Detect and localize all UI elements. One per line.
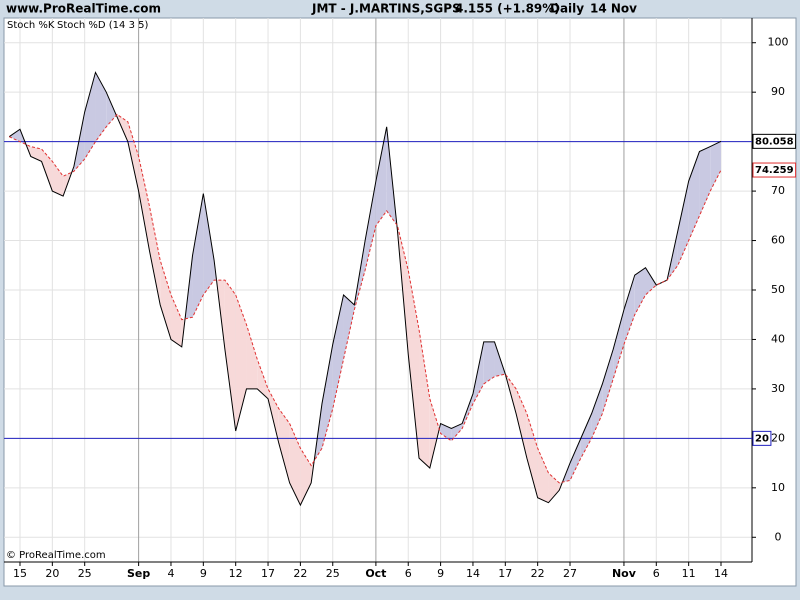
- date: 14 Nov: [590, 2, 637, 16]
- fill-band: [483, 341, 495, 384]
- fill-band: [278, 408, 290, 483]
- last-value-label-box: [752, 162, 797, 178]
- x-tick-label: 9: [437, 567, 444, 580]
- price: 4.155 (+1.89%): [455, 2, 560, 16]
- fill-band: [677, 181, 689, 266]
- x-tick-label: 14: [714, 567, 728, 580]
- fill-band: [602, 349, 614, 414]
- fill-band: [138, 156, 150, 251]
- fill-band: [613, 309, 624, 380]
- fill-band: [440, 423, 452, 441]
- fill-band: [289, 423, 301, 506]
- x-tick-label: 25: [78, 567, 92, 580]
- fill-band: [375, 126, 387, 226]
- x-tick-label: 12: [229, 567, 243, 580]
- x-tick-label: 22: [293, 567, 307, 580]
- fill-band: [95, 72, 107, 142]
- fill-band: [41, 149, 53, 192]
- fill-band: [699, 146, 711, 216]
- period: Daily: [550, 2, 584, 16]
- x-tick-label: Oct: [365, 567, 386, 580]
- fill-band: [321, 344, 333, 449]
- fill-band: [170, 294, 182, 347]
- fill-band: [127, 121, 139, 192]
- x-tick-label: 17: [261, 567, 275, 580]
- fill-band: [570, 438, 581, 481]
- y-tick-label: 20: [771, 431, 785, 444]
- series-line: [8, 113, 722, 484]
- fill-band: [106, 92, 117, 127]
- fill-band: [365, 181, 376, 271]
- level-label: 20: [755, 433, 769, 444]
- last-value-label: 74.259: [755, 165, 794, 176]
- y-tick-label: 70: [771, 184, 785, 197]
- x-tick-label: 11: [682, 567, 696, 580]
- y-tick-label: 0: [775, 530, 782, 543]
- fill-band: [645, 267, 657, 295]
- fill-band: [149, 205, 161, 305]
- fill-band: [580, 413, 592, 459]
- fill-band: [300, 448, 312, 506]
- site-name: www.ProRealTime.com: [6, 2, 161, 16]
- legend-label: Stoch %D (14 3 5): [57, 20, 148, 31]
- fill-band: [516, 388, 527, 459]
- fill-band: [268, 388, 279, 444]
- fill-band: [160, 260, 171, 340]
- last-value-label-box: [752, 133, 797, 149]
- legend-label: Stoch %K: [7, 20, 55, 31]
- y-tick-label: 30: [771, 382, 785, 395]
- x-tick-label: 9: [200, 567, 207, 580]
- fill-band: [591, 383, 603, 439]
- x-tick-label: 15: [13, 567, 27, 580]
- fill-band: [688, 151, 700, 241]
- fill-band: [332, 294, 344, 409]
- x-tick-label: 6: [405, 567, 412, 580]
- y-tick-label: 50: [771, 283, 785, 296]
- x-tick-label: 27: [563, 567, 577, 580]
- x-tick-label: 20: [45, 567, 59, 580]
- fill-band: [9, 129, 20, 142]
- fill-band: [526, 413, 538, 498]
- fill-band: [203, 193, 215, 295]
- x-tick-label: Sep: [127, 567, 150, 580]
- last-value-label: 80.058: [755, 136, 794, 147]
- x-tick-label: 17: [498, 567, 512, 580]
- fill-band: [634, 267, 646, 315]
- fill-band: [343, 294, 355, 360]
- y-tick-label: 100: [768, 36, 789, 49]
- fill-band: [235, 294, 247, 431]
- copyright: © ProRealTime.com: [6, 550, 106, 561]
- fill-band: [537, 448, 549, 503]
- y-tick-label: 10: [771, 481, 785, 494]
- series-line: [8, 71, 722, 507]
- level-label-box: [752, 430, 772, 446]
- chart-title: JMT - J.MARTINS,SGPS: [311, 2, 461, 16]
- fill-band: [710, 141, 722, 192]
- fill-band: [429, 398, 440, 469]
- fill-band: [257, 359, 269, 399]
- fill-band: [548, 472, 560, 503]
- fill-band: [192, 193, 204, 318]
- fill-band: [246, 324, 258, 389]
- fill-band: [84, 72, 96, 159]
- y-tick-label: 90: [771, 85, 785, 98]
- fill-band: [419, 329, 430, 469]
- x-tick-label: Nov: [612, 567, 637, 580]
- x-tick-label: 4: [167, 567, 174, 580]
- fill-band: [224, 280, 236, 431]
- x-tick-label: 6: [653, 567, 660, 580]
- x-tick-label: 14: [466, 567, 480, 580]
- fill-band: [451, 423, 463, 441]
- x-tick-label: 25: [326, 567, 340, 580]
- fill-band: [623, 275, 635, 345]
- x-tick-label: 22: [531, 567, 545, 580]
- y-tick-label: 60: [771, 234, 785, 247]
- fill-band: [52, 161, 64, 197]
- panel: [3, 17, 797, 587]
- y-tick-label: 40: [771, 332, 785, 345]
